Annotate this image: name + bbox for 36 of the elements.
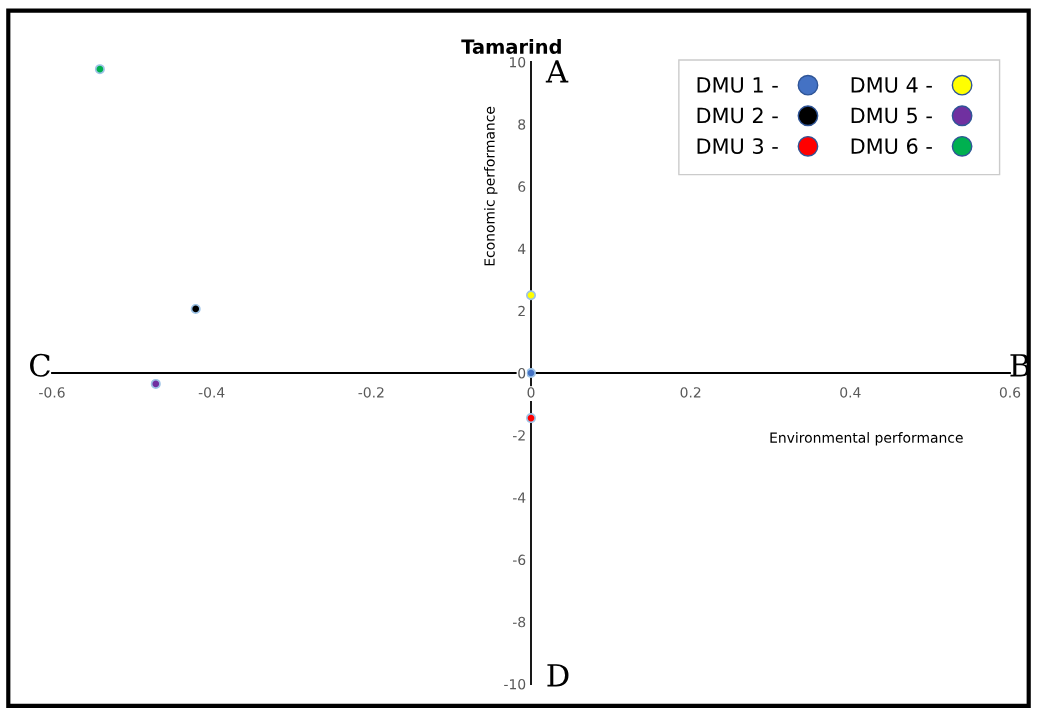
x-tick-label: 0.4 [840, 387, 861, 398]
point [150, 378, 161, 389]
y-axis-title: Economic performance [484, 106, 498, 266]
y-tick-label: -2 [512, 430, 525, 441]
point [525, 367, 537, 379]
y-tick-label: 0 [518, 367, 526, 379]
y-tick-label: -8 [512, 616, 526, 628]
x-tick-label: -0.2 [358, 387, 384, 398]
y-tick-label: 2 [518, 305, 525, 317]
text: C [30, 353, 50, 377]
x-tick-label: 0.6 [999, 387, 1021, 398]
annotation: A [545, 60, 569, 83]
point [525, 290, 537, 301]
legend-label: DMU 4 - [851, 77, 932, 93]
legend-label: DMU 3 - [697, 138, 778, 154]
annotation: D [547, 664, 569, 687]
point [525, 413, 537, 424]
x-tick-label: 0 [527, 387, 535, 398]
y-tick-label: 4 [517, 243, 526, 254]
x-tick-label: 0.2 [680, 387, 701, 398]
y-tick-label: 6 [518, 181, 526, 192]
legend-label: DMU 1 - [697, 77, 778, 93]
legend-label: DMU 6 - [851, 138, 932, 154]
y-tick-label: -10 [504, 678, 526, 690]
chart-title: Tamarind [461, 38, 561, 54]
legend-label: DMU 5 - [851, 107, 932, 124]
y-tick-label: 8 [518, 119, 526, 130]
point [94, 64, 105, 75]
legend-label: DMU 2 - [697, 107, 778, 124]
point [190, 303, 201, 314]
x-tick-label: -0.4 [198, 387, 225, 398]
y-tick-label: -6 [512, 554, 526, 566]
x-tick-label: -0.6 [39, 387, 65, 398]
y-tick-label: 10 [509, 56, 526, 68]
y-tick-label: -4 [512, 492, 526, 503]
x-axis-title: Environmental performance [770, 432, 963, 446]
